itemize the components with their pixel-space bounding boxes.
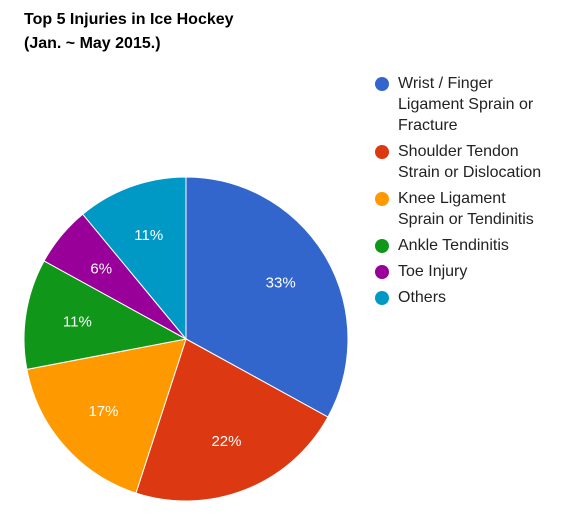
legend-swatch-4 [375,265,389,279]
legend-label-3: Ankle Tendinitis [398,235,570,256]
chart-title-line-2: (Jan. ~ May 2015.) [24,35,161,52]
pie-data-label-4: 6% [90,260,112,277]
legend-swatch-5 [375,291,389,305]
legend-label-line: Strain or Dislocation [398,164,542,181]
pie-slices [23,176,349,502]
legend-swatch-0 [375,77,389,91]
chart-title-line-1: Top 5 Injuries in Ice Hockey [24,11,234,28]
pie-slice-3 [23,260,188,370]
pie-data-labels: 33% 22% 17% 11% 6% 11% [63,227,296,450]
pie-slice-2 [26,338,187,494]
legend-label-2: Knee Ligament Sprain or Tendinitis [398,188,570,230]
legend-label-line: Fracture [398,117,458,134]
legend-label-line: Ligament Sprain or [398,96,534,113]
legend-label-4: Toe Injury [398,261,570,282]
legend-item-1: Shoulder Tendon Strain or Dislocation [375,141,570,183]
legend-swatch-2 [375,192,389,206]
legend-label-line: Wrist / Finger [398,75,493,92]
pie-slice-5 [82,176,187,341]
legend-item-4: Toe Injury [375,261,570,282]
legend-swatch-3 [375,239,389,253]
legend-swatch-1 [375,145,389,159]
legend-label-line: Knee Ligament [398,190,506,207]
pie-slice-0 [185,176,349,418]
legend-label-line: Toe Injury [398,263,468,280]
legend-label-0: Wrist / Finger Ligament Sprain or Fracture [398,73,570,136]
legend-label-5: Others [398,287,570,308]
legend-item-2: Knee Ligament Sprain or Tendinitis [375,188,570,230]
pie-data-label-5: 11% [134,227,163,244]
legend-item-5: Others [375,287,570,308]
legend-label-line: Ankle Tendinitis [398,237,509,254]
legend-item-0: Wrist / Finger Ligament Sprain or Fracture [375,73,570,136]
legend-label-1: Shoulder Tendon Strain or Dislocation [398,141,570,183]
legend-label-line: Others [398,289,447,306]
pie-data-label-3: 11% [63,313,92,330]
pie-slice-1 [135,338,329,502]
legend-item-3: Ankle Tendinitis [375,235,570,256]
legend-label-line: Sprain or Tendinitis [398,211,534,228]
pie-data-label-1: 22% [211,433,241,450]
pie-data-label-2: 17% [88,403,118,420]
pie-data-label-0: 33% [266,275,296,292]
chart-title: Top 5 Injuries in Ice Hockey (Jan. ~ May… [24,8,234,56]
chart-legend: Wrist / Finger Ligament Sprain or Fracture… [375,73,570,313]
legend-label-line: Shoulder Tendon [398,143,519,160]
